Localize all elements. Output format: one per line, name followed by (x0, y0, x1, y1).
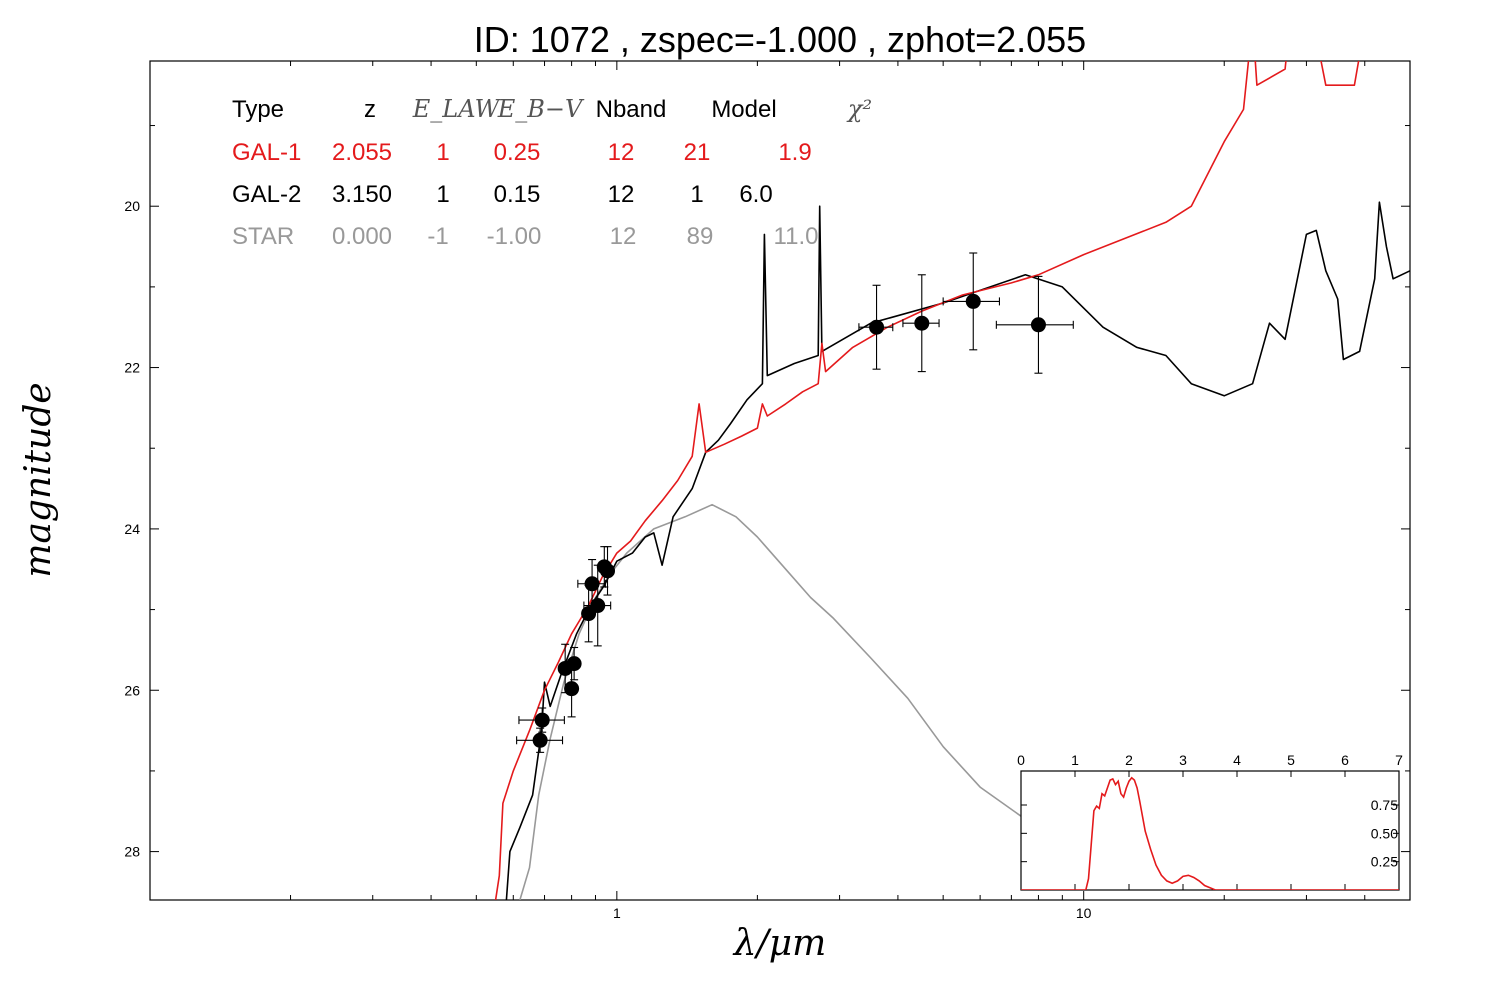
photometry-point (518, 707, 565, 733)
inset-x-tick-label: 2 (1125, 752, 1133, 768)
inset-x-tick-label: 7 (1395, 752, 1403, 768)
chart-title: ID: 1072 , zspec=-1.000 , zphot=2.055 (474, 19, 1086, 60)
legend-row-gal1: GAL-1 2.055 1 0.25 12 21 1.9 (232, 139, 812, 166)
inset-axis-ticks: 0 1 2 3 4 5 6 7 0.25 0.50 0.75 (1017, 752, 1403, 890)
photometry-point (600, 546, 616, 596)
legend-nband: 12 (610, 223, 637, 250)
legend-header-z: z (364, 96, 376, 123)
legend-header-ebv: E_B−V (497, 95, 585, 123)
legend-elaw: -1 (427, 223, 448, 250)
legend-model: 89 (687, 223, 714, 250)
x-axis-label: λ/μm (732, 923, 826, 964)
inset-y-tick-label: 0.25 (1371, 854, 1398, 870)
inset-y-tick-label: 0.75 (1371, 797, 1398, 813)
legend-table: Type z E_LAW E_B−V Nband Model χ² GAL-1 … (232, 95, 872, 250)
legend-chi2: 1.9 (778, 139, 811, 166)
photometry-point (564, 659, 580, 718)
legend-type: GAL-2 (232, 181, 301, 208)
series-line-star (519, 503, 1085, 900)
legend-model: 1 (690, 181, 703, 208)
legend-ebv: -1.00 (487, 223, 542, 250)
legend-model: 21 (684, 139, 711, 166)
photometry-point (516, 727, 564, 753)
legend-type: STAR (232, 223, 294, 250)
inset-x-tick-label: 0 (1017, 752, 1025, 768)
legend-chi2: 11.0 (774, 223, 819, 250)
pdz-line (1021, 776, 1399, 890)
photometry-point (858, 284, 894, 370)
y-tick-label: 20 (124, 198, 140, 214)
legend-header-chi2: χ² (846, 95, 872, 123)
series-line-gal-2 (505, 201, 1410, 900)
legend-row-star: STAR 0.000 -1 -1.00 12 89 11.0 (232, 223, 818, 250)
y-tick-label: 26 (124, 682, 140, 698)
inset-x-tick-label: 6 (1341, 752, 1349, 768)
legend-row-gal2: GAL-2 3.150 1 0.15 12 1 6.0 (232, 181, 773, 208)
legend-ebv: 0.25 (494, 139, 541, 166)
photometry-point (902, 274, 940, 373)
photometry-point (995, 275, 1074, 374)
y-tick-label: 24 (124, 521, 140, 537)
pdz-inset: 0 1 2 3 4 5 6 7 0.25 0.50 0.75 (1017, 752, 1403, 891)
legend-type: GAL-1 (232, 139, 301, 166)
legend-nband: 12 (608, 181, 635, 208)
legend-ebv: 0.15 (494, 181, 541, 208)
photometry-point (942, 252, 1000, 351)
photometry-point (566, 646, 582, 681)
legend-nband: 12 (608, 139, 635, 166)
legend-z: 0.000 (332, 223, 392, 250)
y-axis-label: magnitude (18, 382, 59, 577)
legend-z: 3.150 (332, 181, 392, 208)
x-tick-label: 1 (613, 905, 621, 921)
legend-elaw: 1 (436, 181, 449, 208)
plot-area (149, 60, 1411, 901)
photometry-point (577, 559, 606, 609)
legend-header-elaw: E_LAW (412, 95, 502, 123)
legend-elaw: 1 (436, 139, 449, 166)
legend-chi2: 6.0 (739, 181, 772, 208)
inset-x-tick-label: 1 (1071, 752, 1079, 768)
x-tick-label: 10 (1076, 905, 1092, 921)
legend-header-nband: Nband (596, 96, 667, 123)
inset-series-group (1021, 776, 1399, 890)
y-tick-label: 22 (124, 360, 140, 376)
inset-x-tick-label: 5 (1287, 752, 1295, 768)
legend-header-type: Type (232, 96, 284, 123)
inset-plot-area (1020, 770, 1400, 891)
y-tick-label: 28 (124, 844, 140, 860)
inset-x-tick-label: 3 (1179, 752, 1187, 768)
inset-y-tick-label: 0.50 (1371, 825, 1398, 841)
legend-header-model: Model (711, 96, 776, 123)
photometry-points-group (516, 252, 1074, 753)
inset-x-tick-label: 4 (1233, 752, 1241, 768)
legend-z: 2.055 (332, 139, 392, 166)
